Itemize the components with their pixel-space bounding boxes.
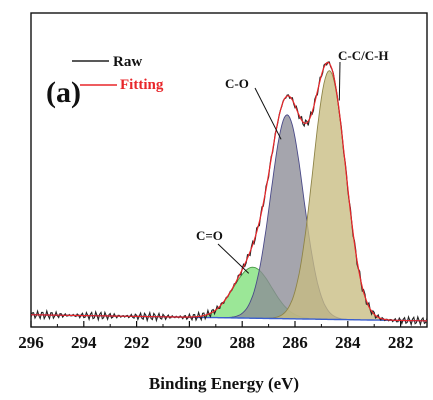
- plot-area: C=O C-O C-C/C-H: [30, 12, 428, 328]
- annotation-arrow: [338, 61, 341, 101]
- plot-frame: [30, 12, 428, 328]
- annotation-arrow: [217, 243, 250, 274]
- peak-fills: [31, 70, 427, 322]
- x-axis-title: Binding Energy (eV): [149, 374, 299, 393]
- x-tick-label: 288: [229, 333, 255, 352]
- annotation-c-o: C=O: [196, 228, 223, 243]
- fitting-line: [31, 61, 427, 322]
- x-tick-label: 286: [282, 333, 308, 352]
- legend-fitting-label: Fitting: [120, 77, 164, 93]
- x-tick-label: 292: [124, 333, 150, 352]
- peak-c-c-c-h: [31, 70, 427, 322]
- x-tick-label: 294: [71, 333, 97, 352]
- annotation-c-o: C-O: [225, 76, 249, 91]
- raw-line: [31, 61, 427, 327]
- curve-lines: [31, 61, 427, 327]
- x-axis: 296 294 292 290 288 286 284 282: [18, 321, 428, 352]
- annotation-arrow: [254, 87, 282, 140]
- peak-annotations: C=O C-O C-C/C-H: [196, 48, 389, 274]
- x-tick-label: 290: [177, 333, 203, 352]
- x-tick-label: 296: [18, 333, 44, 352]
- legend: Raw Fitting: [72, 54, 164, 93]
- panel-label: (a): [46, 76, 81, 109]
- legend-raw-label: Raw: [113, 54, 142, 70]
- x-tick-label: 282: [388, 333, 414, 352]
- x-tick-label: 284: [335, 333, 361, 352]
- annotation-c-c-c-h: C-C/C-H: [338, 48, 389, 63]
- peak-c-o: [31, 114, 427, 322]
